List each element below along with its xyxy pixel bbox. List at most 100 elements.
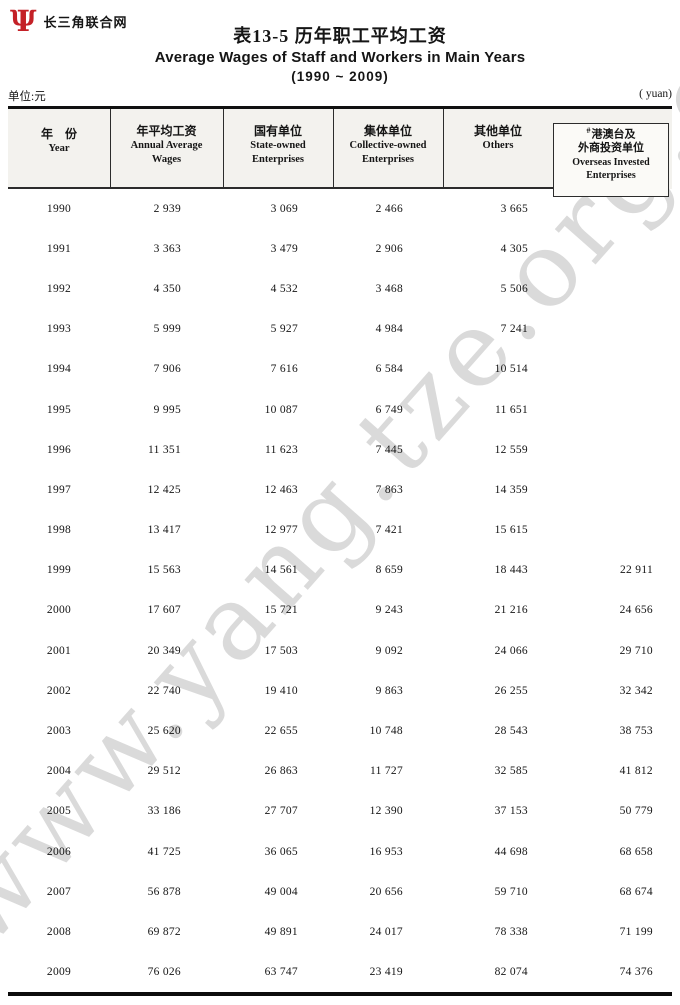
cell-collective: 23 419 xyxy=(369,966,403,979)
cell-annual-average: 69 872 xyxy=(147,925,181,938)
cell-collective: 2 906 xyxy=(375,242,403,255)
header-others: 其他单位 Others xyxy=(473,123,522,151)
header-divider xyxy=(110,108,112,189)
cell-collective: 3 468 xyxy=(375,282,403,295)
table-bottom-rule xyxy=(8,992,672,997)
table-row: 1993 5 999 5 927 4 984 7 241 xyxy=(8,309,672,349)
cell-overseas: 41 812 xyxy=(619,765,653,778)
cell-state-owned: 12 977 xyxy=(264,524,298,537)
cell-year: 2001 xyxy=(46,644,72,657)
cell-others: 24 066 xyxy=(494,644,528,657)
cell-year: 1994 xyxy=(46,363,72,376)
cell-year: 2006 xyxy=(46,845,72,858)
cell-annual-average: 29 512 xyxy=(147,765,181,778)
cell-annual-average: 7 906 xyxy=(153,363,181,376)
cell-collective: 10 748 xyxy=(369,725,403,738)
cell-collective: 4 984 xyxy=(375,323,403,336)
cell-collective: 6 749 xyxy=(375,403,403,416)
cell-collective: 12 390 xyxy=(369,805,403,818)
cell-year: 2004 xyxy=(46,765,72,778)
site-name: 长三角联合网 xyxy=(43,14,128,30)
cell-state-owned: 4 532 xyxy=(270,282,298,295)
cell-state-owned: 11 623 xyxy=(265,443,298,456)
cell-others: 37 153 xyxy=(494,805,528,818)
table-row: 1995 9 995 10 087 6 749 11 651 xyxy=(8,389,672,429)
cell-year: 2003 xyxy=(46,725,72,738)
cell-overseas: 68 658 xyxy=(619,845,653,858)
cell-year: 2007 xyxy=(46,885,72,898)
cell-annual-average: 5 999 xyxy=(153,323,181,336)
data-table: 年 份 Year 年平均工资 Annual Average Wages 国有单位… xyxy=(8,106,672,997)
cell-overseas: 74 376 xyxy=(619,966,653,979)
cell-overseas: 24 656 xyxy=(619,604,653,617)
table-title-english: Average Wages of Staff and Workers in Ma… xyxy=(154,49,526,66)
table-row: 2004 29 512 26 863 11 727 32 585 41 812 xyxy=(8,751,672,791)
cell-year: 2000 xyxy=(46,604,72,617)
cell-year: 1990 xyxy=(46,202,72,215)
cell-collective: 6 584 xyxy=(375,363,403,376)
cell-collective: 7 863 xyxy=(375,483,403,496)
cell-year: 1999 xyxy=(46,564,72,577)
cell-year: 1997 xyxy=(46,483,72,496)
cell-state-owned: 15 721 xyxy=(264,604,298,617)
cell-state-owned: 3 479 xyxy=(270,242,298,255)
cell-others: 21 216 xyxy=(494,604,528,617)
table-row: 1997 12 425 12 463 7 863 14 359 xyxy=(8,470,672,510)
unit-label-cn: 单位:元 xyxy=(8,91,46,103)
cell-annual-average: 33 186 xyxy=(147,805,181,818)
header-bottom-rule xyxy=(8,187,554,189)
table-header: 年 份 Year 年平均工资 Annual Average Wages 国有单位… xyxy=(8,108,672,197)
cell-overseas: 50 779 xyxy=(619,805,653,818)
cell-overseas: 32 342 xyxy=(619,684,653,697)
cell-state-owned: 5 927 xyxy=(270,323,298,336)
cell-collective: 9 863 xyxy=(375,684,403,697)
table-row: 1998 13 417 12 977 7 421 15 615 xyxy=(8,510,672,550)
cell-annual-average: 15 563 xyxy=(147,564,181,577)
cell-others: 4 305 xyxy=(500,242,528,255)
table-row: 1992 4 350 4 532 3 468 5 506 xyxy=(8,269,672,309)
cell-year: 2002 xyxy=(46,684,72,697)
cell-overseas: 71 199 xyxy=(619,925,653,938)
cell-state-owned: 19 410 xyxy=(264,684,298,697)
header-annual-average: 年平均工资 Annual Average Wages xyxy=(130,123,203,165)
cell-others: 12 559 xyxy=(494,443,528,456)
cell-annual-average: 76 026 xyxy=(147,966,181,979)
cell-others: 82 074 xyxy=(494,966,528,979)
cell-collective: 24 017 xyxy=(369,925,403,938)
cell-collective: 7 421 xyxy=(375,524,403,537)
table-row: 2003 25 620 22 655 10 748 28 543 38 753 xyxy=(8,711,672,751)
cell-state-owned: 12 463 xyxy=(264,483,298,496)
table-row: 2002 22 740 19 410 9 863 26 255 32 342 xyxy=(8,671,672,711)
header-year: 年 份 Year xyxy=(40,126,77,154)
cell-state-owned: 27 707 xyxy=(264,805,298,818)
table-row: 1994 7 906 7 616 6 584 10 514 xyxy=(8,349,672,389)
cell-overseas: 29 710 xyxy=(619,644,653,657)
cell-overseas: 38 753 xyxy=(619,725,653,738)
cell-annual-average: 20 349 xyxy=(147,644,181,657)
cell-annual-average: 13 417 xyxy=(147,524,181,537)
table-row: 1999 15 563 14 561 8 659 18 443 22 911 xyxy=(8,550,672,590)
table-body: 1990 2 939 3 069 2 466 3 665 1991 3 363 3 479 2 … xyxy=(8,189,672,993)
table-title-chinese: 表13-5 历年职工平均工资 xyxy=(233,26,447,46)
cell-annual-average: 22 740 xyxy=(147,684,181,697)
header-collective: 集体单位 Collective-owned Enterprises xyxy=(349,123,427,165)
cell-collective: 20 656 xyxy=(369,885,403,898)
unit-label-en: ( yuan) xyxy=(639,88,672,100)
table-row: 1991 3 363 3 479 2 906 4 305 xyxy=(8,229,672,269)
cell-state-owned: 14 561 xyxy=(264,564,298,577)
cell-year: 1993 xyxy=(46,323,72,336)
table-row: 2005 33 186 27 707 12 390 37 153 50 779 xyxy=(8,791,672,831)
cell-annual-average: 2 939 xyxy=(153,202,181,215)
cell-state-owned: 10 087 xyxy=(264,403,298,416)
table-row: 1990 2 939 3 069 2 466 3 665 xyxy=(8,189,672,229)
cell-others: 7 241 xyxy=(500,323,528,336)
cell-others: 32 585 xyxy=(494,765,528,778)
cell-others: 18 443 xyxy=(494,564,528,577)
site-logo: Ψ 长三角联合网 xyxy=(10,6,128,36)
cell-year: 2005 xyxy=(46,805,72,818)
cell-state-owned: 26 863 xyxy=(264,765,298,778)
header-overseas-box: #港澳台及 外商投资单位 Overseas Invested Enterpris… xyxy=(553,122,669,197)
cell-others: 78 338 xyxy=(494,925,528,938)
cell-annual-average: 41 725 xyxy=(147,845,181,858)
